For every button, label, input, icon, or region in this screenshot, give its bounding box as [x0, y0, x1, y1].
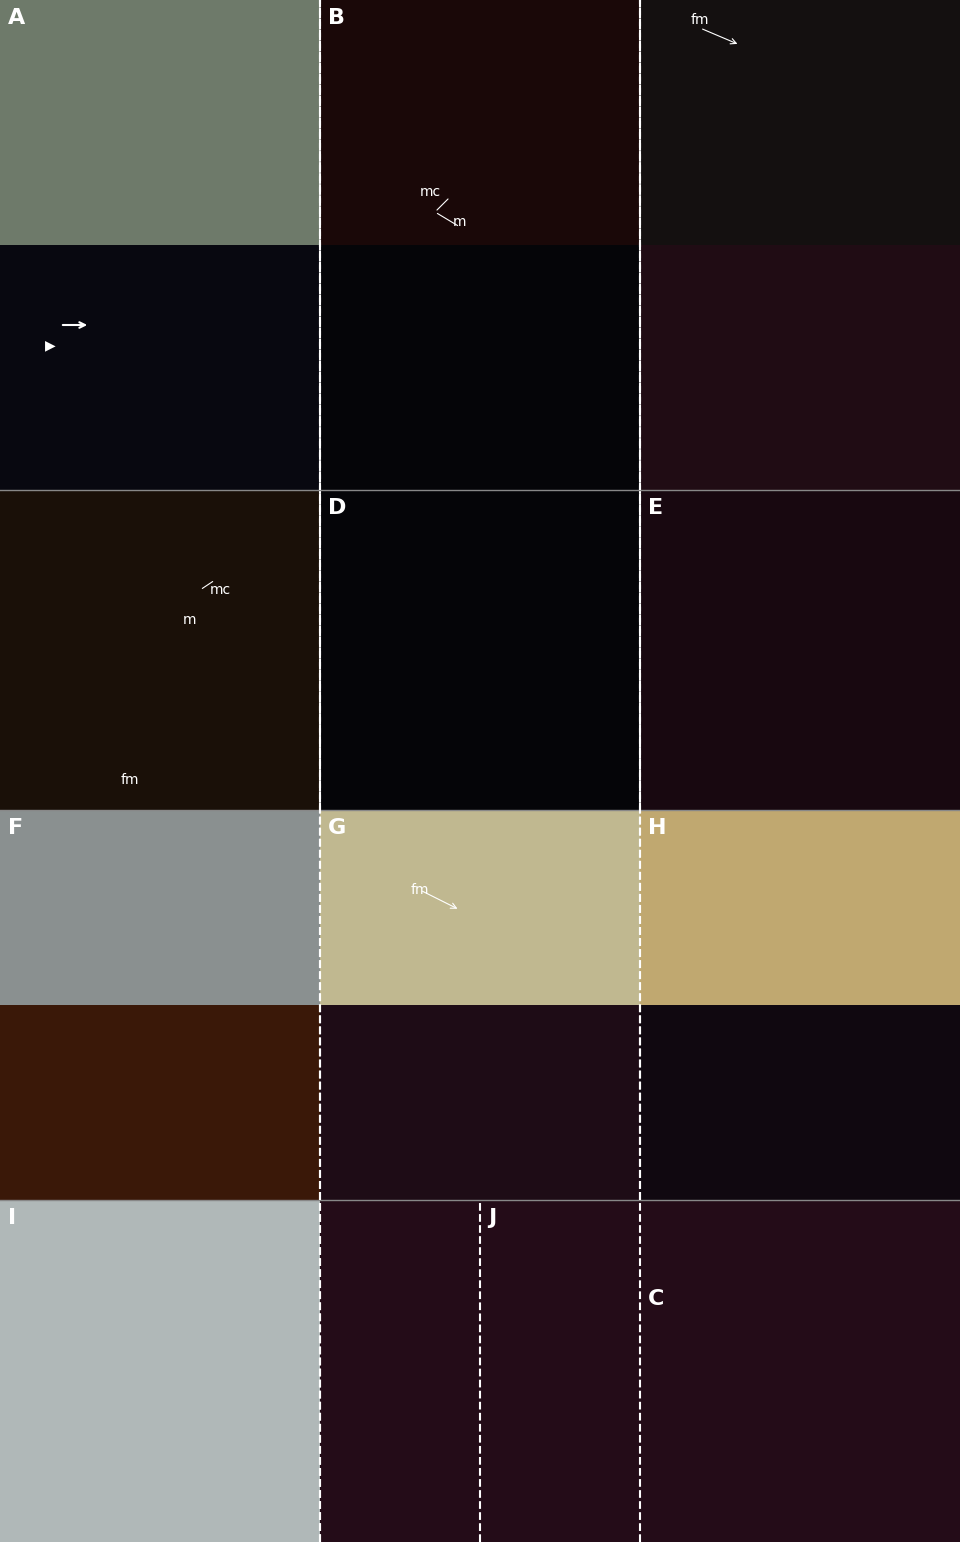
Bar: [0, 1005, 320, 1200]
Bar: [320, 1200, 960, 1542]
Text: ▶: ▶: [45, 338, 56, 352]
Bar: [640, 245, 960, 490]
Text: m: m: [183, 614, 197, 628]
Text: mc: mc: [420, 185, 441, 199]
Bar: [0, 1200, 320, 1542]
Text: H: H: [648, 817, 666, 837]
Bar: [320, 810, 640, 1005]
Text: fm: fm: [411, 884, 429, 897]
Text: mc: mc: [209, 583, 230, 597]
Text: E: E: [648, 498, 663, 518]
Text: fm: fm: [691, 12, 709, 28]
Bar: [0, 490, 320, 810]
Bar: [0, 0, 320, 245]
Bar: [0, 245, 320, 490]
Bar: [640, 1005, 960, 1200]
Bar: [640, 0, 960, 245]
Bar: [480, 1200, 960, 1542]
Bar: [0, 1200, 480, 1542]
Bar: [320, 1005, 640, 1200]
Text: B: B: [328, 8, 345, 28]
Text: C: C: [648, 1289, 664, 1309]
Bar: [320, 245, 640, 490]
Text: J: J: [488, 1207, 496, 1227]
Bar: [640, 810, 960, 1005]
Bar: [0, 245, 320, 490]
Bar: [640, 490, 960, 810]
Bar: [0, 810, 320, 1005]
Text: F: F: [8, 817, 23, 837]
Text: I: I: [8, 1207, 16, 1227]
Bar: [320, 490, 640, 810]
Text: fm: fm: [121, 773, 139, 786]
Bar: [0, 245, 320, 490]
Bar: [320, 0, 640, 245]
Text: A: A: [8, 8, 25, 28]
Text: D: D: [328, 498, 347, 518]
Text: m: m: [453, 214, 467, 230]
Text: G: G: [328, 817, 347, 837]
